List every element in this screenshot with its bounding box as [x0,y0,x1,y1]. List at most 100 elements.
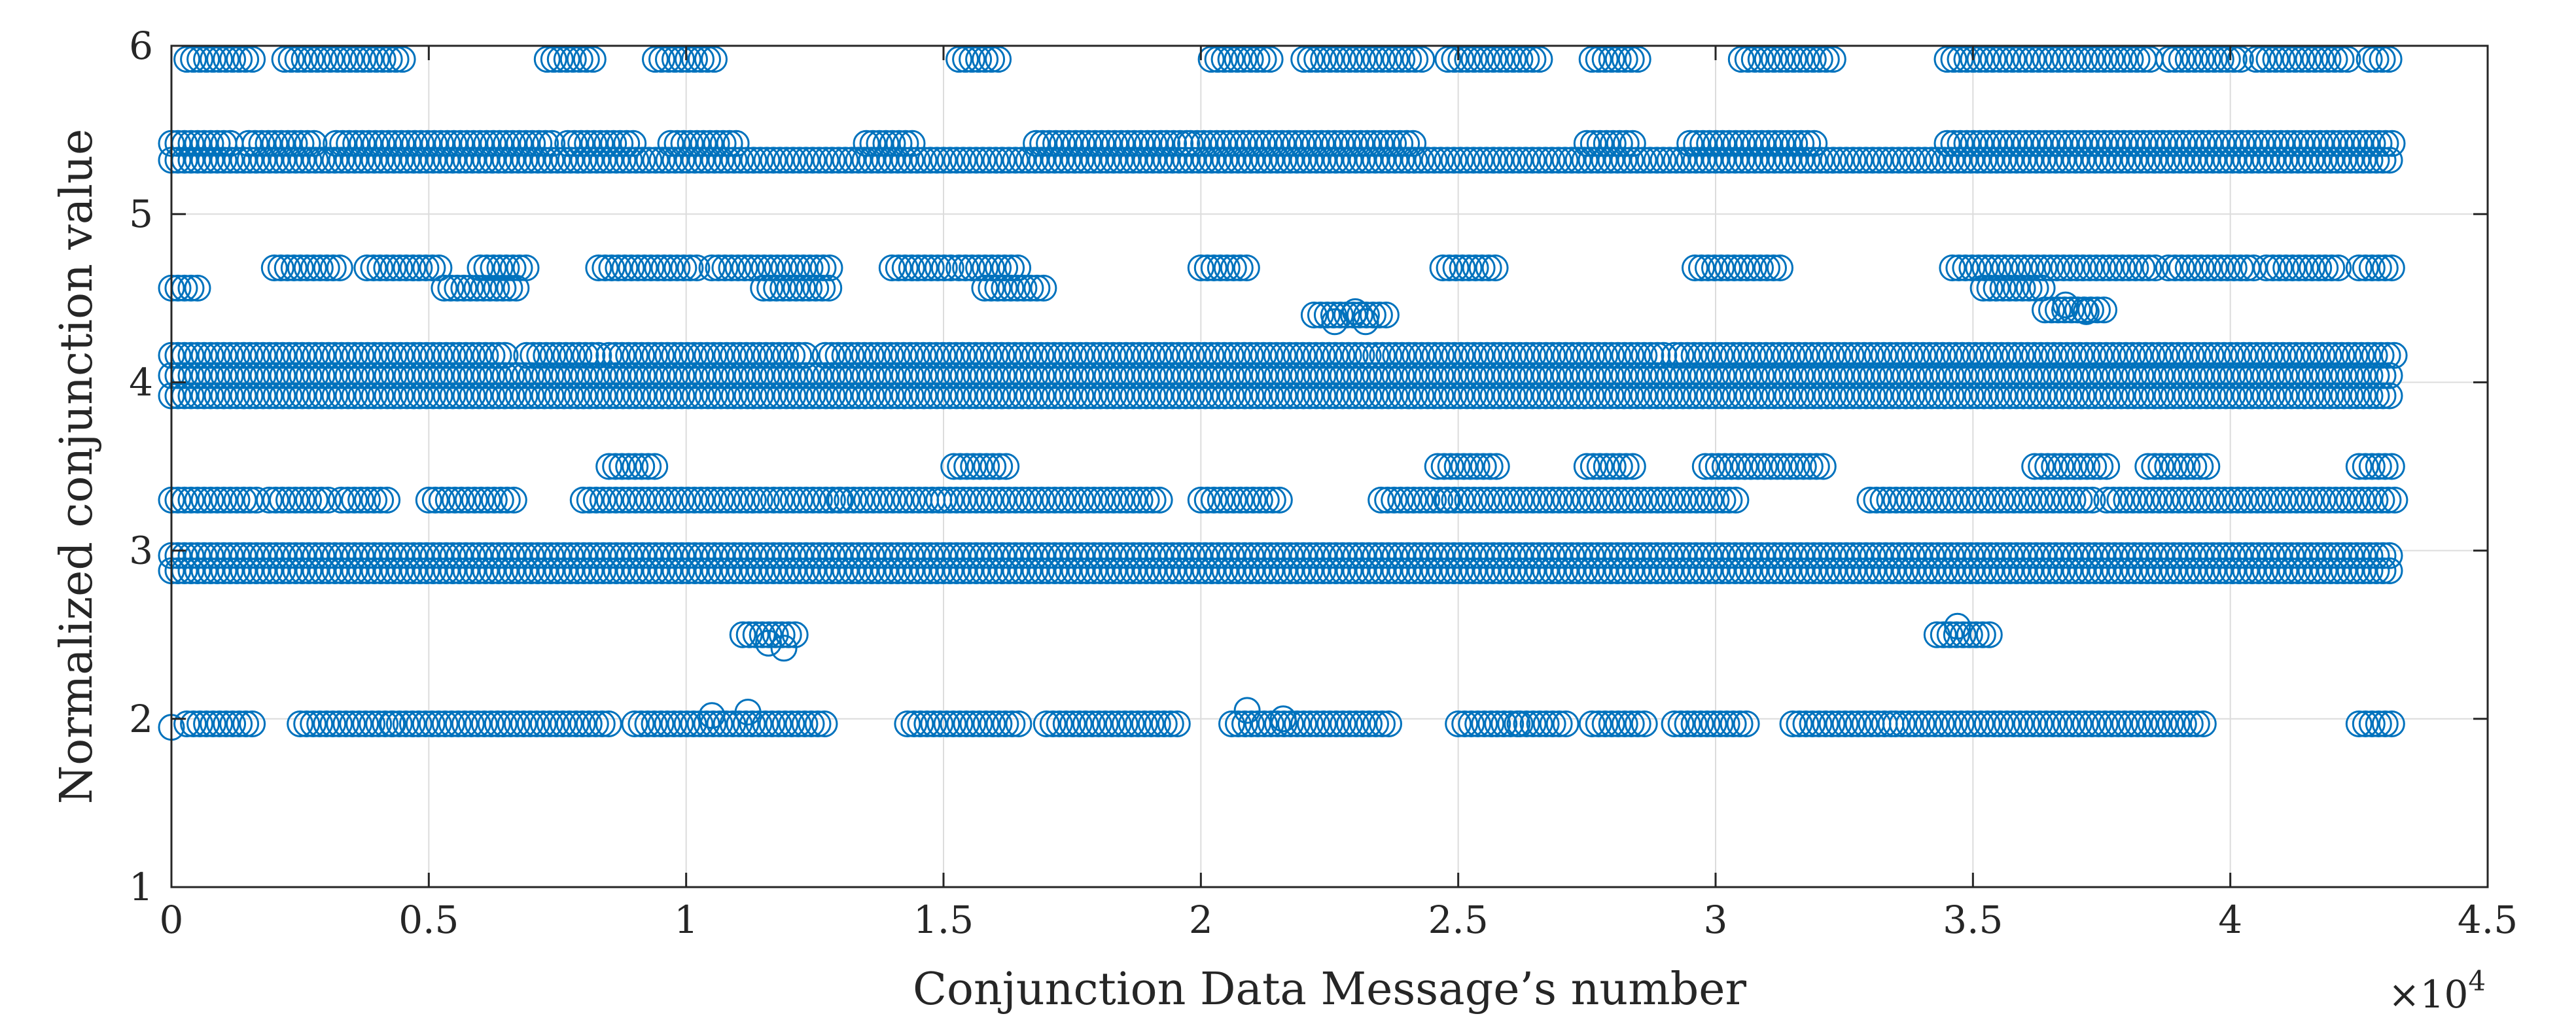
data-point [675,382,702,410]
data-point [2330,147,2357,174]
data-point [1159,557,1186,584]
data-point [493,486,521,514]
data-point [1691,453,1719,480]
data-point [2091,296,2117,324]
data-point [1695,382,1723,410]
data-point [472,382,499,410]
data-point [289,341,316,369]
data-point [1343,46,1370,73]
data-point [1852,362,1880,389]
data-point [982,557,1010,584]
data-point [2132,486,2160,514]
data-point [2058,46,2085,73]
data-point [812,557,839,584]
data-point [323,46,351,73]
data-point [1473,46,1501,73]
data-point [269,557,296,584]
data-point [2310,557,2338,584]
data-point [452,362,480,389]
data-point [1369,46,1396,73]
data-point [1990,362,2017,389]
data-point [838,341,865,369]
data-point [1402,46,1429,73]
data-point [419,147,447,174]
data-point [2087,453,2114,480]
data-point [1270,382,1297,410]
data-point [985,254,1012,281]
data-point [1682,557,1710,584]
data-point [1329,382,1356,410]
data-point [1152,147,1180,174]
data-point [1204,341,1231,369]
data-point [827,486,855,514]
data-point [900,710,928,737]
data-point [413,382,440,410]
data-point [431,274,458,302]
data-point [2297,147,2325,174]
data-point [707,362,735,389]
data-point [2193,382,2220,410]
data-point [609,486,636,514]
data-point [655,382,682,410]
data-point [675,147,702,174]
data-point [2042,362,2070,389]
data-point [1657,486,1684,514]
data-point [2225,362,2253,389]
data-point [819,557,846,584]
data-point [1028,362,1055,389]
data-point [1696,486,1723,514]
data-point [1892,557,1919,584]
data-point [353,254,381,281]
data-point [485,382,512,410]
data-point [1225,710,1252,737]
data-point [1191,557,1219,584]
data-point [1552,486,1579,514]
data-point [2068,382,2096,410]
data-point [635,486,662,514]
x-tick-label: 1 [674,898,698,942]
data-point [1034,341,1061,369]
data-point [1080,486,1108,514]
data-point [461,486,488,514]
data-point [694,341,721,369]
data-point [1578,486,1606,514]
data-point [1355,147,1383,174]
data-point [1774,362,1801,389]
data-point [464,710,491,737]
data-point [1328,341,1356,369]
data-point [2062,557,2089,584]
data-point [197,130,224,157]
data-point [1335,557,1363,584]
data-point [206,46,234,73]
data-point [1427,147,1455,174]
data-point [1976,274,2003,302]
data-point [642,362,669,389]
data-point [2253,254,2280,281]
data-point [858,362,885,389]
data-point [2251,557,2279,584]
data-point [1918,382,1945,410]
data-point [308,382,336,410]
data-point [459,382,486,410]
data-point [815,274,843,302]
data-point [1741,382,1769,410]
data-point [1872,147,1899,174]
data-point [1041,486,1068,514]
data-point [2163,710,2191,737]
data-point [1349,710,1376,737]
data-point [1388,362,1415,389]
data-point [2024,254,2051,281]
data-point [687,486,715,514]
data-point [177,486,205,514]
data-point [2284,362,2312,389]
data-point [321,382,349,410]
data-point [1455,254,1483,281]
data-point [1030,274,1057,302]
data-point [2292,254,2320,281]
data-point [2291,147,2318,174]
data-point [1644,486,1671,514]
data-point [1604,382,1631,410]
data-point [995,362,1023,389]
data-point [1763,453,1791,480]
data-point [393,362,421,389]
